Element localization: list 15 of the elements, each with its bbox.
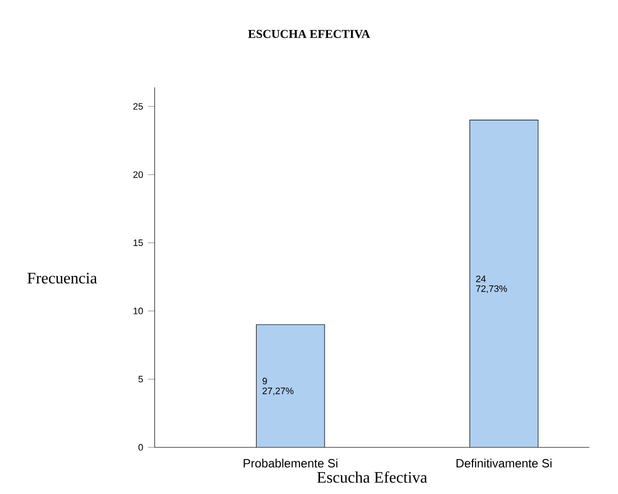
y-tick-label: 15 [134,240,143,246]
annotation: 72,73% [476,285,507,294]
x-tick-label: Definitivamente Si [456,458,552,468]
x-axis-title: Escucha Efectiva [317,471,428,483]
chart-title: ESCUCHA EFECTIVA [248,30,370,38]
x-tick-label: Probablemente Si [244,458,338,468]
y-tick-label: 10 [134,308,143,314]
y-tick-label: 5 [138,376,143,382]
y-tick-label: 0 [138,444,143,451]
data-label: 9 [262,378,267,384]
y-axis-title: Frecuencia [27,272,97,284]
data-label: 24 [476,276,486,282]
annotation: 27,27% [262,388,294,396]
y-tick-label: 25 [133,103,143,110]
y-tick-label: 20 [133,171,143,178]
